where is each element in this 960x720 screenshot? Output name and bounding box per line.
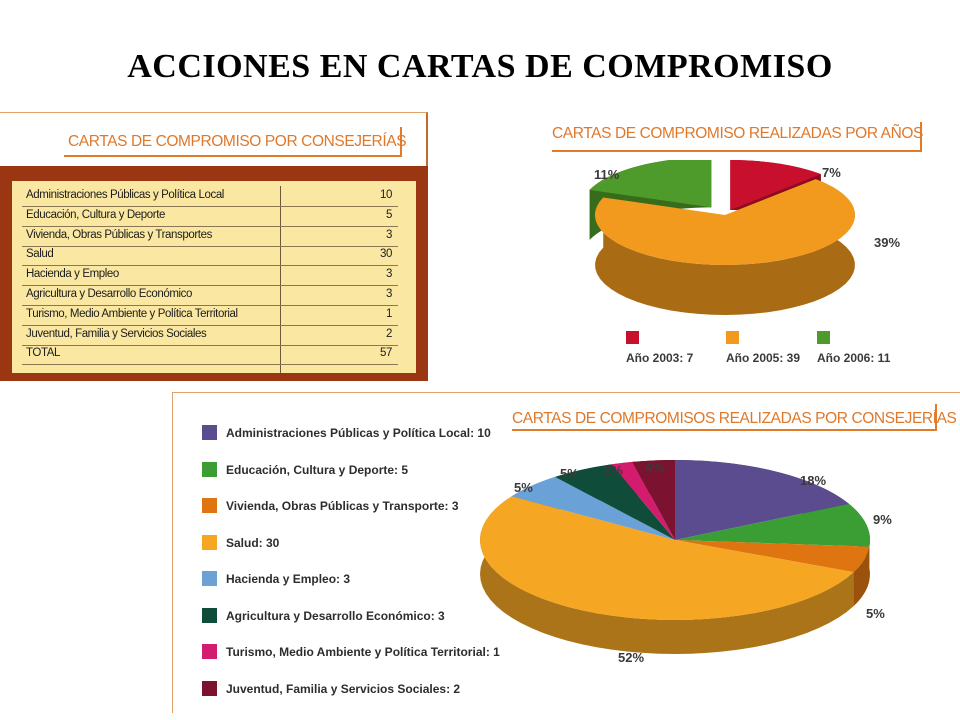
table-cell-value: 10 xyxy=(380,189,392,201)
years-pie-chart xyxy=(589,160,855,315)
table-cell-label: Agricultura y Desarrollo Económico xyxy=(26,288,192,300)
pie-slice-side xyxy=(480,496,854,654)
legend-swatch xyxy=(817,331,830,344)
pie-slice xyxy=(511,476,675,540)
table-row: Educación, Cultura y Deporte 5 xyxy=(22,206,398,227)
legend-label: Administraciones Públicas y Política Loc… xyxy=(226,426,491,440)
legend-label: Salud: 30 xyxy=(226,535,280,550)
pie-percent-label: 9% xyxy=(873,512,892,527)
legend-swatch xyxy=(626,331,639,344)
consejerias-panel xyxy=(172,392,960,713)
pie-slice xyxy=(730,160,821,211)
table-body: Administraciones Públicas y Política Loc… xyxy=(12,181,416,373)
table-cell-value: 3 xyxy=(386,288,392,300)
table-row: Juventud, Familia y Servicios Sociales 2 xyxy=(22,325,398,346)
table-cell-value: 2 xyxy=(386,327,392,340)
pie-slice xyxy=(480,496,854,620)
pie-percent-label: 2% xyxy=(604,463,623,478)
pie-slice xyxy=(675,540,870,573)
table-row: Agricultura y Desarrollo Económico 3 xyxy=(22,285,398,306)
table-row: Vivienda, Obras Públicas y Transportes 3 xyxy=(22,226,398,247)
consejerias-pie-chart xyxy=(480,460,870,654)
table-title: CARTAS DE COMPROMISO POR CONSEJERÍAS xyxy=(64,127,407,157)
legend-swatch xyxy=(202,607,217,623)
legend-label: Año 2006: 11 xyxy=(817,351,891,365)
table-column-divider xyxy=(280,186,281,373)
table-row: Salud 30 xyxy=(22,245,398,267)
pie-percent-label: 5% xyxy=(560,466,579,481)
table-cell-label: Vivienda, Obras Públicas y Transportes xyxy=(26,228,212,241)
legend-swatch xyxy=(202,571,217,586)
legend-label: Turismo, Medio Ambiente y Política Terri… xyxy=(226,645,500,659)
table-cell-label: Hacienda y Empleo xyxy=(26,268,119,281)
table-cell-value: 30 xyxy=(380,248,392,261)
table-cell-label: Administraciones Públicas y Política Loc… xyxy=(26,189,224,201)
table-total-row: TOTAL 57 xyxy=(22,344,398,366)
table-row: Hacienda y Empleo 3 xyxy=(22,265,398,287)
pie-slice xyxy=(632,460,675,540)
legend-swatch xyxy=(202,680,217,696)
pie-percent-label: 18% xyxy=(800,473,827,488)
pie-percent-label: 11% xyxy=(594,167,620,182)
table-cell-value: 57 xyxy=(380,347,392,360)
legend-swatch xyxy=(202,644,217,659)
legend-swatch xyxy=(202,498,217,513)
table-panel: Administraciones Públicas y Política Loc… xyxy=(0,166,428,381)
legend-label: Año 2005: 39 xyxy=(726,351,801,365)
table-cell-label: Juventud, Familia y Servicios Sociales xyxy=(26,327,207,340)
years-chart-title: CARTAS DE COMPROMISO REALIZADAS POR AÑOS xyxy=(552,125,924,142)
pie-percent-label: 7% xyxy=(822,165,841,180)
pie-slice xyxy=(555,464,675,540)
table-frame xyxy=(0,112,428,169)
table-cell-value: 3 xyxy=(386,228,392,241)
pie-slice xyxy=(611,461,675,540)
table-cell-value: 3 xyxy=(386,268,392,281)
pie-slice xyxy=(595,179,855,265)
legend-swatch xyxy=(202,534,217,550)
table-cell-label: TOTAL xyxy=(26,347,60,360)
legend-label: Vivienda, Obras Públicas y Transporte: 3 xyxy=(226,499,459,513)
table-cell-label: Educación, Cultura y Deporte xyxy=(26,208,166,221)
pie-slice-side xyxy=(595,179,855,315)
pie-percent-label: 5% xyxy=(866,606,885,621)
pie-percent-label: 52% xyxy=(618,650,645,665)
consejerias-chart-title: CARTAS DE COMPROMISOS REALIZADAS POR CON… xyxy=(512,410,957,427)
legend-swatch xyxy=(202,425,217,440)
pie-slice xyxy=(589,160,712,208)
pie-percent-label: 39% xyxy=(874,235,901,250)
legend-label: Agricultura y Desarrollo Económico: 3 xyxy=(226,608,445,623)
legend-label: Año 2003: 7 xyxy=(626,351,694,365)
legend-swatch xyxy=(726,331,739,344)
table-cell-label: Turismo, Medio Ambiente y Política Terri… xyxy=(26,307,238,320)
table-cell-value: 5 xyxy=(386,208,392,221)
table-row: Administraciones Públicas y Política Loc… xyxy=(22,186,398,207)
pie-slice xyxy=(675,460,849,540)
legend-swatch xyxy=(202,461,217,477)
consejerias-title-underline xyxy=(512,429,937,431)
years-title-underline xyxy=(552,150,922,152)
table-cell-value: 1 xyxy=(386,307,392,320)
pie-slice xyxy=(675,503,870,547)
table-cell-label: Salud xyxy=(26,248,54,261)
page-title: ACCIONES EN CARTAS DE COMPROMISO xyxy=(127,48,833,85)
consejerias-title-bracket xyxy=(935,404,937,431)
years-title-bracket xyxy=(920,122,922,152)
legend-label: Educación, Cultura y Deporte: 5 xyxy=(226,462,409,477)
pie-percent-label: 4% xyxy=(645,460,664,475)
pie-slice-side xyxy=(853,546,870,607)
legend-label: Juventud, Familia y Servicios Sociales: … xyxy=(226,681,461,696)
table-row: Turismo, Medio Ambiente y Política Terri… xyxy=(22,305,398,326)
legend-label: Hacienda y Empleo: 3 xyxy=(226,572,351,586)
pie-percent-label: 5% xyxy=(514,480,533,495)
